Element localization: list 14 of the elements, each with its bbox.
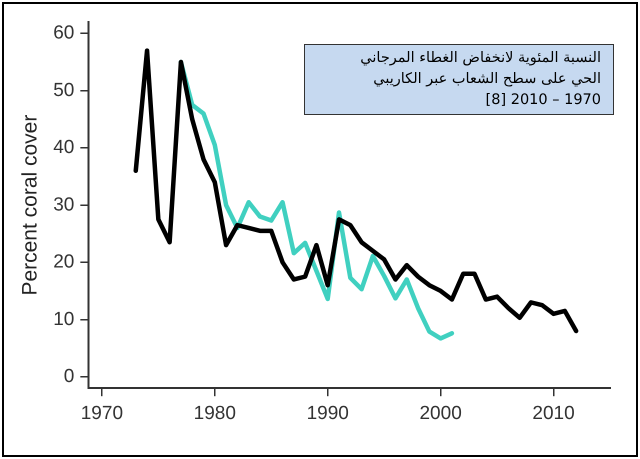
y-tick-label: 10 bbox=[53, 308, 74, 330]
y-tick-label: 50 bbox=[53, 80, 74, 101]
y-tick-label: 40 bbox=[53, 137, 74, 158]
y-tick-label: 20 bbox=[53, 252, 74, 273]
note-box: النسبة المئوية لانخفاض الغطاء المرجاني الحي على سطح الشعاب عبر الكاريبي 1970 – 2010 [8] bbox=[304, 44, 614, 115]
y-tick-label: 60 bbox=[53, 22, 74, 44]
x-tick-label: 1980 bbox=[194, 402, 236, 424]
x-tick-label: 2000 bbox=[419, 402, 462, 424]
y-axis-title: Percent coral cover bbox=[18, 114, 42, 296]
y-tick-label: 0 bbox=[64, 366, 74, 387]
x-tick-label: 2010 bbox=[532, 402, 575, 424]
x-tick-label: 1990 bbox=[306, 402, 349, 424]
x-tick-label: 1970 bbox=[80, 402, 124, 424]
y-tick-label: 30 bbox=[53, 194, 74, 216]
